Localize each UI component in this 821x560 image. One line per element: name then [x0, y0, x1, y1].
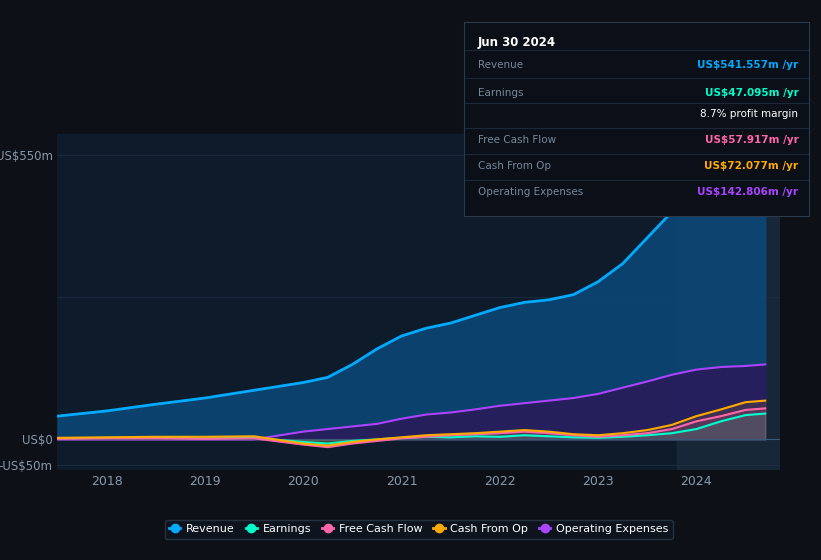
Legend: Revenue, Earnings, Free Cash Flow, Cash From Op, Operating Expenses: Revenue, Earnings, Free Cash Flow, Cash …	[165, 520, 672, 539]
Text: Jun 30 2024: Jun 30 2024	[478, 36, 556, 49]
Text: US$541.557m /yr: US$541.557m /yr	[697, 60, 798, 70]
Text: Operating Expenses: Operating Expenses	[478, 188, 583, 198]
Text: US$57.917m /yr: US$57.917m /yr	[704, 136, 798, 145]
Text: US$47.095m /yr: US$47.095m /yr	[704, 88, 798, 98]
Text: Cash From Op: Cash From Op	[478, 161, 551, 171]
Text: Revenue: Revenue	[478, 60, 523, 70]
Text: Free Cash Flow: Free Cash Flow	[478, 136, 556, 145]
Text: 8.7% profit margin: 8.7% profit margin	[700, 109, 798, 119]
Text: Earnings: Earnings	[478, 88, 523, 98]
Bar	[677, 134, 780, 470]
Text: US$72.077m /yr: US$72.077m /yr	[704, 161, 798, 171]
Text: US$142.806m /yr: US$142.806m /yr	[697, 188, 798, 198]
